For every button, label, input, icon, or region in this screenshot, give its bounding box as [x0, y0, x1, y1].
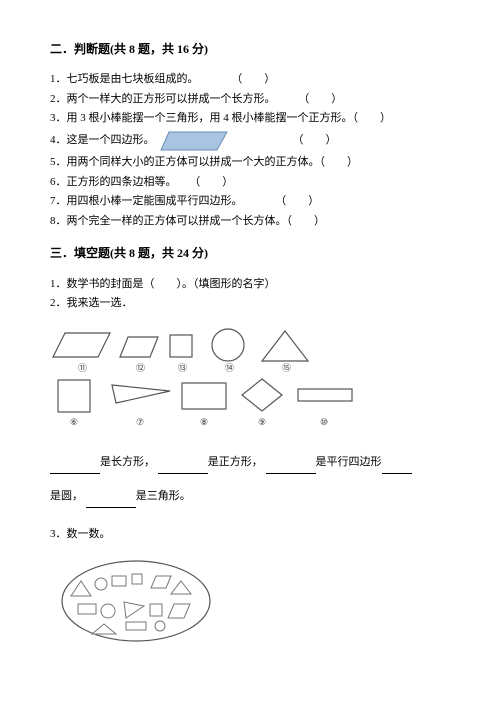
q2-3: 3．用 3 根小棒能摆一个三角形，用 4 根小棒能摆一个正方形。（ ） [50, 110, 450, 128]
page-content: 二．判断题(共 8 题，共 16 分) 1．七巧板是由七块板组成的。 （ ） 2… [0, 0, 500, 686]
svg-text:⑨: ⑨ [258, 417, 266, 427]
paren: （ ） [231, 71, 275, 89]
txt-circ: 是圆， [50, 490, 83, 502]
section3-title: 三．填空题(共 8 题，共 24 分) [50, 244, 450, 263]
svg-text:⑧: ⑧ [200, 417, 208, 427]
q2-8: 8．两个完全一样的正方体可以拼成一个长方体。（ ） [50, 213, 450, 231]
svg-text:⑮: ⑮ [282, 363, 291, 373]
q2-4-text: 4．这是一个四边形。 [50, 132, 155, 150]
svg-text:⑩: ⑩ [320, 417, 328, 427]
fill-line-1: 是长方形， 是正方形， 是平行四边形 [50, 450, 450, 474]
svg-text:⑫: ⑫ [136, 363, 145, 373]
blank [86, 495, 136, 508]
q2-5: 5．用两个同样大小的正方体可以拼成一个大的正方体。（ ） [50, 154, 450, 172]
shapes-diagram: ⑪ ⑫ ⑬ ⑭ ⑮ ⑥ ⑦ ⑧ ⑨ ⑩ [50, 325, 450, 430]
svg-text:⑥: ⑥ [70, 417, 78, 427]
svg-text:⑪: ⑪ [78, 363, 87, 373]
q2-1-text: 1．七巧板是由七块板组成的。 [50, 73, 199, 85]
q2-3-text: 3．用 3 根小棒能摆一个三角形，用 4 根小棒能摆一个正方形。（ ） [50, 112, 391, 124]
count-shapes-diagram [56, 556, 450, 646]
txt-sq: 是正方形， [208, 456, 263, 468]
svg-text:⑦: ⑦ [136, 417, 144, 427]
q2-2-text: 2．两个一样大的正方形可以拼成一个长方形。 [50, 93, 276, 105]
blank [50, 461, 100, 474]
q3-3: 3．数一数。 [50, 526, 450, 544]
q2-5-text: 5．用两个同样大小的正方体可以拼成一个大的正方体。（ ） [50, 156, 358, 168]
svg-text:⑭: ⑭ [225, 363, 234, 373]
blank [266, 461, 316, 474]
paren: （ ） [293, 132, 337, 150]
paren: （ ） [298, 91, 342, 109]
q3-1: 1．数学书的封面是（ ）。（填图形的名字） [50, 276, 450, 294]
txt-tri: 是三角形。 [136, 490, 191, 502]
q3-2: 2．我来选一选． [50, 295, 450, 313]
paren: （ ） [275, 193, 319, 211]
q2-7: 7．用四根小棒一定能围成平行四边形。 （ ） [50, 193, 450, 211]
paren: （ ） [189, 174, 233, 192]
fill-line-2: 是圆， 是三角形。 [50, 484, 450, 508]
q2-2: 2．两个一样大的正方形可以拼成一个长方形。 （ ） [50, 91, 450, 109]
q2-7-text: 7．用四根小棒一定能围成平行四边形。 [50, 195, 243, 207]
q2-4: 4．这是一个四边形。 （ ） [50, 130, 450, 152]
svg-text:⑬: ⑬ [178, 363, 187, 373]
q2-1: 1．七巧板是由七块板组成的。 （ ） [50, 71, 450, 89]
section2-title: 二．判断题(共 8 题，共 16 分) [50, 40, 450, 59]
q2-6-text: 6．正方形的四条边相等。 [50, 176, 177, 188]
txt-rect: 是长方形， [100, 456, 155, 468]
q2-8-text: 8．两个完全一样的正方体可以拼成一个长方体。（ ） [50, 215, 325, 227]
blank [382, 461, 412, 474]
trapezoid-shape [159, 130, 229, 152]
txt-para: 是平行四边形 [316, 456, 382, 468]
q2-6: 6．正方形的四条边相等。 （ ） [50, 174, 450, 192]
blank [158, 461, 208, 474]
